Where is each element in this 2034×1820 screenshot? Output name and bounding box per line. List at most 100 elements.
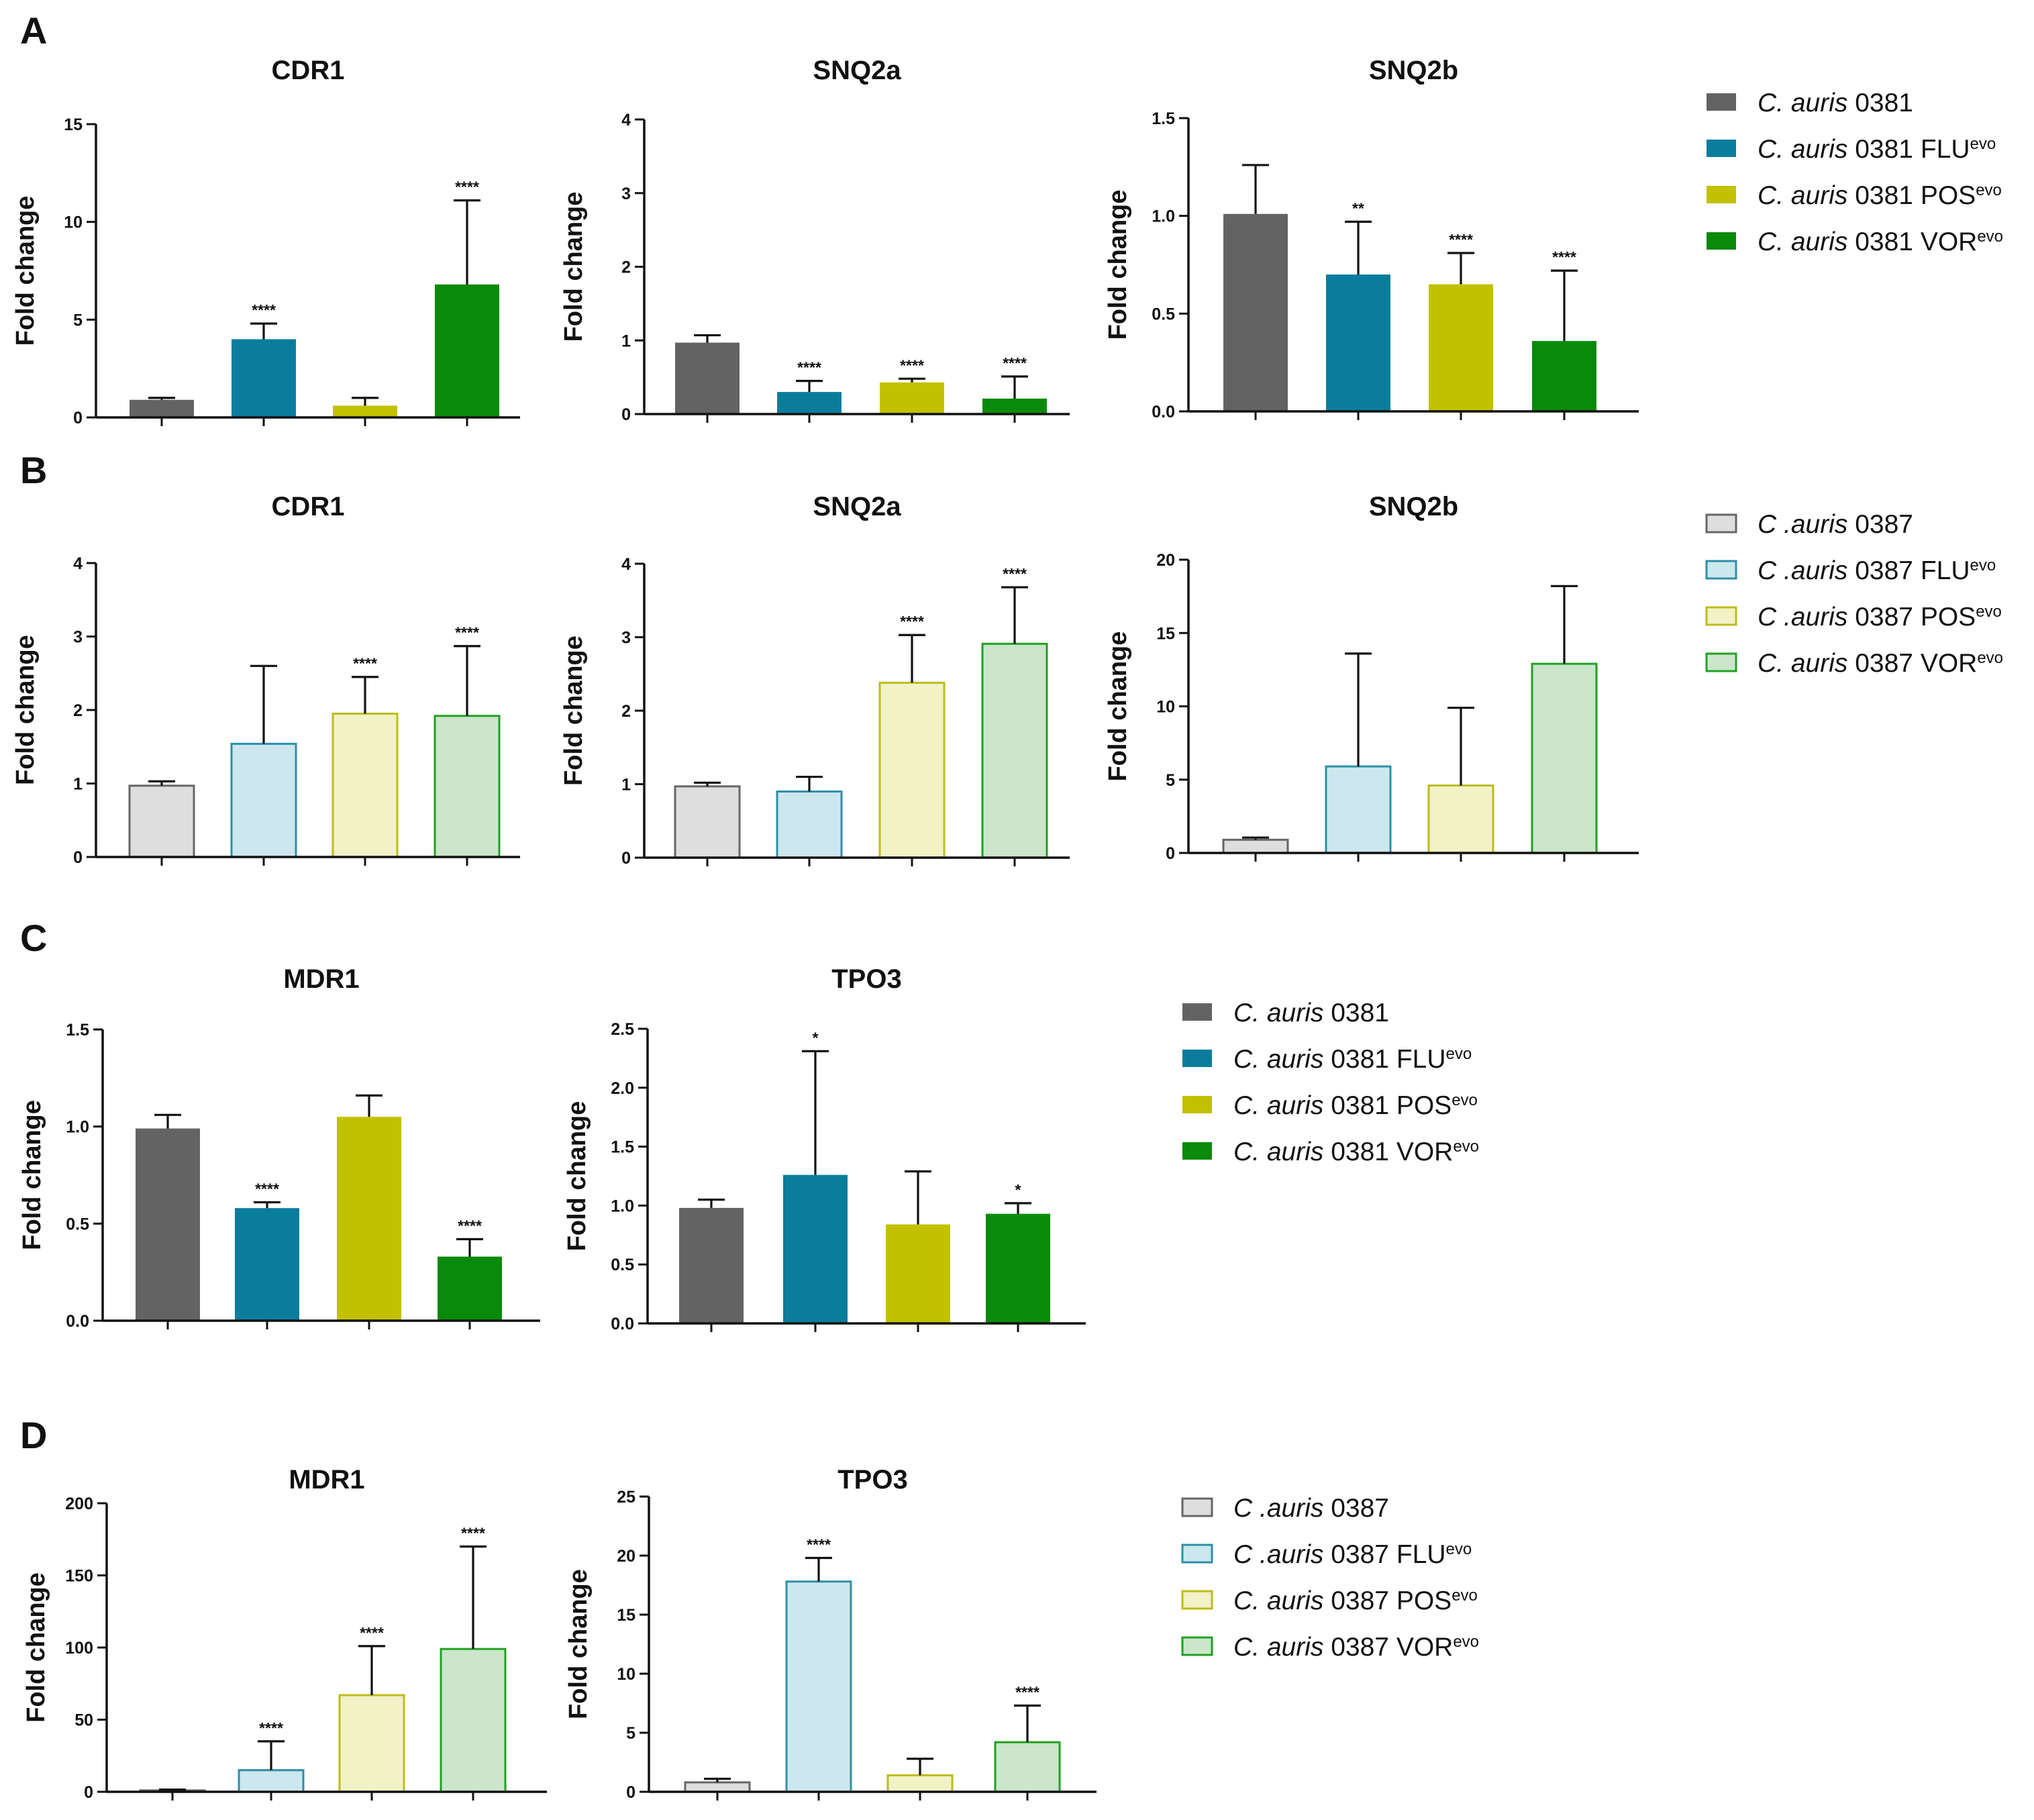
- legend-superscript: evo: [1976, 603, 2002, 621]
- legend-label-4: C. auris 0387 VORevo: [1233, 1633, 1479, 1662]
- legend-drug: VOR: [1396, 1138, 1454, 1166]
- legend-swatch-3: [1707, 186, 1736, 203]
- legend-label-2: C .auris 0387 FLUevo: [1233, 1540, 1472, 1570]
- legend-superscript: evo: [1453, 1633, 1479, 1651]
- chart-title: SNQ2b: [1369, 56, 1458, 85]
- legend-d: C .auris 0387 C .auris 0387 FLUevo C. auri…: [1181, 1494, 1479, 1662]
- significance-label-4: *: [1015, 1181, 1021, 1199]
- panel-letter-C: C: [20, 917, 47, 959]
- y-tick-label: 1.5: [1152, 109, 1175, 128]
- legend-label-4: C. auris 0381 VORevo: [1758, 228, 2003, 257]
- legend-species: C. auris: [1233, 1045, 1323, 1074]
- bar-4: [994, 1741, 1061, 1793]
- y-axis-label: Fold change: [1104, 190, 1132, 340]
- legend-drug: FLU: [1921, 556, 1970, 585]
- legend-species: C. auris: [1758, 228, 1847, 256]
- bar-2: [1326, 274, 1390, 411]
- y-tick-label: 10: [617, 1665, 635, 1684]
- y-tick-label: 0: [84, 1783, 93, 1802]
- bar-1: [1223, 213, 1288, 411]
- chart-title: SNQ2a: [813, 56, 901, 85]
- y-tick-label: 1.5: [66, 1021, 89, 1040]
- chart-title: CDR1: [272, 56, 345, 85]
- y-axis-label: Fold change: [564, 1569, 593, 1719]
- legend-species: C. auris: [1233, 999, 1323, 1027]
- legend-strain: 0387: [1847, 649, 1920, 678]
- legend-species: C. auris: [1758, 649, 1847, 678]
- significance-label-4: ****: [1552, 248, 1576, 266]
- bar-3: [1427, 784, 1494, 854]
- y-tick-label: 3: [621, 185, 631, 203]
- legend-superscript: evo: [1446, 1045, 1472, 1063]
- y-tick-label: 3: [621, 629, 631, 648]
- bar-2: [230, 742, 297, 858]
- y-tick-label: 0: [73, 409, 83, 427]
- panel-letter-D: D: [20, 1414, 47, 1456]
- legend-strain: 0381: [1847, 89, 1913, 117]
- significance-label-3: ****: [353, 655, 377, 672]
- bar-1: [1222, 838, 1289, 854]
- bar-3: [338, 1694, 405, 1793]
- y-tick-label: 50: [74, 1711, 93, 1730]
- y-tick-label: 20: [617, 1547, 635, 1566]
- legend-label-1: C .auris 0387: [1758, 510, 1913, 539]
- y-tick-label: 0.5: [66, 1215, 89, 1233]
- bar-2: [777, 392, 842, 414]
- bar-3: [332, 712, 399, 858]
- legend-superscript: evo: [1453, 1138, 1479, 1156]
- bar-3: [878, 681, 946, 859]
- legend-label-4: C. auris 0381 VORevo: [1233, 1138, 1479, 1167]
- legend-swatch-3: [1705, 606, 1737, 626]
- bar-4: [1531, 662, 1598, 854]
- bar-3: [886, 1224, 950, 1323]
- chart-title: TPO3: [831, 964, 901, 994]
- legend-drug: POS: [1396, 1091, 1452, 1120]
- chart-a-cdr1: CDR1 Fold change **** **** 0 5 10 15: [11, 56, 520, 427]
- legend-swatch-1: [1705, 513, 1737, 534]
- legend-strain: 0387: [1847, 603, 1920, 631]
- significance-label-4: ****: [458, 1217, 482, 1234]
- y-tick-label: 3: [73, 628, 83, 647]
- bar-2: [776, 790, 843, 859]
- legend-drug: VOR: [1396, 1633, 1454, 1662]
- legend-label-2: C .auris 0387 FLUevo: [1758, 556, 1996, 586]
- legend-superscript: evo: [1977, 228, 2003, 246]
- chart-d-tpo3: TPO3 Fold change **** **** 0 5 10 15 20 25: [564, 1465, 1097, 1802]
- legend-swatch-4: [1705, 652, 1737, 672]
- y-tick-label: 1: [621, 776, 631, 795]
- y-tick-label: 5: [73, 311, 83, 330]
- legend-strain: 0387: [1847, 510, 1913, 539]
- bar-1: [130, 399, 194, 417]
- panel-letter-A: A: [20, 9, 47, 52]
- legend-species: C .auris: [1758, 556, 1847, 585]
- legend-label-1: C. auris 0381: [1758, 89, 1913, 117]
- y-tick-label: 1: [73, 775, 83, 794]
- legend-superscript: evo: [1452, 1586, 1478, 1605]
- y-tick-label: 150: [65, 1567, 93, 1586]
- legend-swatch-2: [1182, 1050, 1212, 1067]
- y-tick-label: 0: [621, 405, 631, 424]
- legend-label-1: C .auris 0387: [1233, 1494, 1389, 1523]
- legend-species: C. auris: [1758, 135, 1847, 164]
- y-axis-label: Fold change: [18, 1100, 46, 1250]
- bar-1: [675, 342, 740, 414]
- significance-label-4: ****: [1015, 1684, 1039, 1701]
- y-tick-label: 0.0: [611, 1315, 634, 1333]
- chart-title: SNQ2b: [1369, 492, 1458, 521]
- legend-drug: POS: [1921, 603, 1976, 631]
- bar-2: [1325, 765, 1392, 854]
- bar-3: [880, 382, 944, 414]
- y-tick-label: 4: [621, 111, 631, 130]
- bar-1: [128, 785, 195, 858]
- significance-label-4: ****: [455, 624, 479, 642]
- y-tick-label: 200: [65, 1495, 93, 1513]
- legend-swatch-4: [1707, 232, 1736, 250]
- legend-drug: FLU: [1396, 1045, 1446, 1074]
- legend-swatch-1: [1182, 1003, 1212, 1021]
- legend-strain: 0387: [1323, 1633, 1396, 1662]
- significance-label-3: ****: [360, 1624, 384, 1641]
- bar-4: [440, 1648, 507, 1793]
- y-tick-label: 4: [73, 554, 83, 573]
- legend-strain: 0381: [1323, 1091, 1396, 1120]
